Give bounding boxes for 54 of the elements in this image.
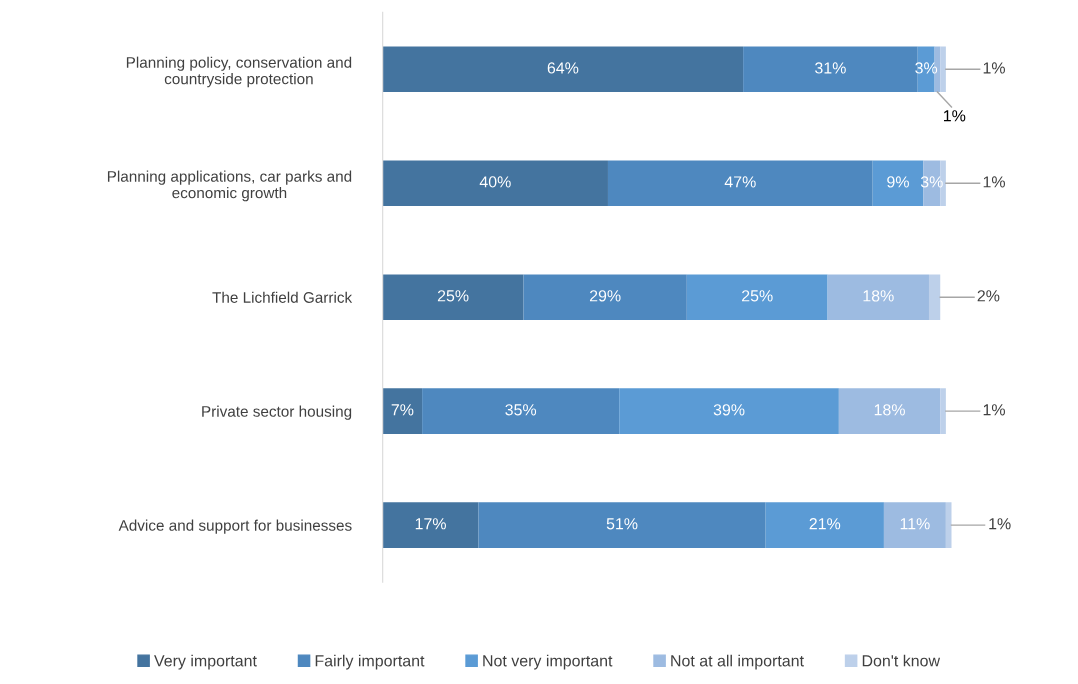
data-label: 11% [900, 518, 930, 530]
legend-label: Very important [154, 654, 257, 670]
data-label: 29% [589, 290, 621, 302]
data-label: 31% [815, 62, 846, 74]
y-tick-label: The Lichfield Garrick [212, 291, 353, 303]
bar [382, 502, 479, 548]
bar [765, 502, 884, 548]
data-label: 1% [983, 62, 1005, 74]
bar [883, 502, 946, 548]
bar [686, 274, 828, 320]
y-tick-label: Planning policy, conservation and countryside protection [126, 56, 352, 88]
data-label: 3% [915, 62, 938, 74]
bar [422, 388, 620, 434]
bar [619, 388, 839, 434]
bar [917, 46, 935, 93]
data-label: 9% [887, 176, 909, 188]
bar [607, 160, 873, 207]
bar [945, 502, 952, 548]
data-label: 25% [742, 290, 773, 302]
y-tick-label: Advice and support for businesses [118, 519, 352, 534]
data-label: 21% [809, 518, 841, 530]
data-label: 47% [724, 176, 756, 188]
legend-label: Not at all important [671, 654, 804, 670]
data-label: 18% [874, 404, 905, 416]
data-label: 18% [863, 290, 894, 302]
legend-label: Not very important [483, 654, 613, 670]
data-label: 40% [479, 176, 511, 188]
bar [940, 388, 946, 434]
bar [478, 502, 766, 548]
data-label: 1% [943, 110, 966, 122]
data-label: 17% [415, 518, 446, 530]
data-label: 7% [391, 404, 414, 416]
bar [382, 388, 423, 434]
bar [523, 274, 687, 320]
bar [928, 274, 941, 320]
bar [940, 46, 946, 93]
data-label: 51% [606, 518, 638, 530]
bar [382, 46, 744, 93]
bar [838, 388, 941, 434]
y-tick-label: Private sector housing [202, 405, 352, 420]
legend-label: Don't know [862, 654, 941, 667]
data-label: 1% [983, 176, 1005, 188]
data-label: 1% [983, 404, 1005, 416]
y-tick-label: Planning applications, car parks and economic growth [107, 170, 352, 202]
bar [382, 274, 524, 320]
data-label: 2% [977, 290, 1000, 302]
data-label: 1% [989, 518, 1011, 530]
data-label: 35% [505, 404, 537, 416]
bar [827, 274, 929, 320]
data-label: 64% [547, 62, 579, 74]
data-label: 25% [437, 290, 469, 302]
legend-label: Fairly important [315, 654, 425, 670]
bar [382, 160, 608, 207]
data-label: 39% [713, 404, 745, 416]
